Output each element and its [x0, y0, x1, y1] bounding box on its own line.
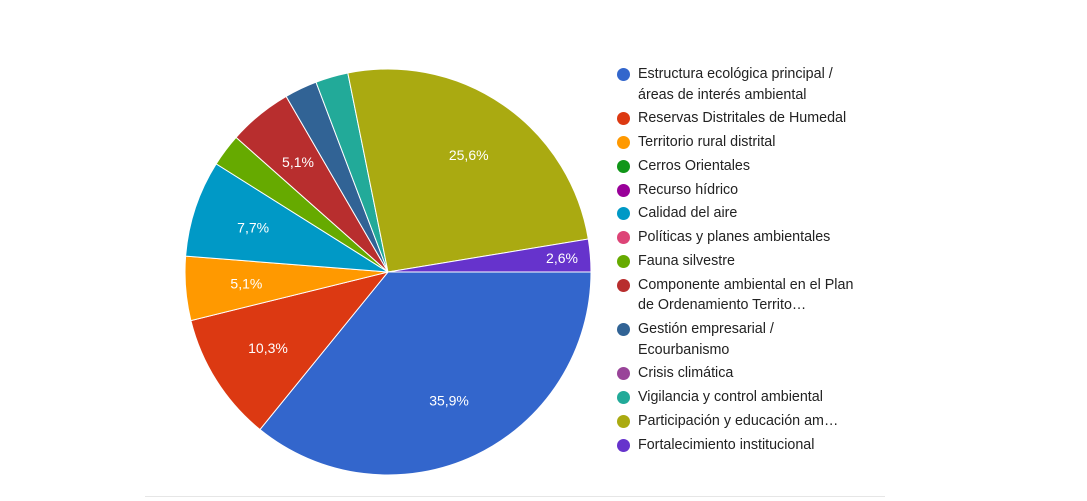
legend-swatch-icon: [617, 183, 630, 197]
legend-item[interactable]: Cerros Orientales: [617, 158, 857, 177]
legend-label: Reservas Distritales de Humedal: [638, 110, 847, 127]
data-label: 2,6%: [546, 250, 578, 266]
legend-swatch-icon: [617, 323, 630, 337]
pie-slice[interactable]: [347, 68, 589, 273]
legend-item[interactable]: Recurso hídrico: [617, 182, 857, 201]
legend-item[interactable]: Reservas Distritales de Humedal: [617, 110, 857, 129]
pie-slice[interactable]: [387, 238, 592, 273]
legend-item[interactable]: Fauna silvestre: [617, 253, 857, 272]
legend-item[interactable]: Gestión empresarial / Ecourbanismo: [617, 321, 857, 360]
legend: Estructura ecológica principal / áreas d…: [617, 66, 857, 461]
data-label: 7,7%: [237, 219, 269, 235]
divider: [145, 496, 885, 497]
legend-swatch-icon: [617, 278, 630, 292]
pie-slice[interactable]: [190, 271, 390, 431]
legend-label: Gestión empresarial / Ecourbanismo: [638, 321, 774, 358]
data-label: 25,6%: [449, 147, 489, 163]
data-label: 5,1%: [230, 276, 262, 292]
legend-label: Participación y educación am…: [638, 413, 839, 430]
legend-swatch-icon: [617, 112, 630, 126]
legend-swatch-icon: [617, 391, 630, 405]
legend-label: Políticas y planes ambientales: [638, 229, 831, 246]
legend-label: Fauna silvestre: [638, 253, 735, 270]
legend-label: Estructura ecológica principal / áreas d…: [638, 66, 833, 103]
legend-swatch-icon: [617, 415, 630, 429]
legend-item[interactable]: Políticas y planes ambientales: [617, 229, 857, 248]
legend-item[interactable]: Fortalecimiento institucional: [617, 437, 857, 456]
legend-label: Fortalecimiento institucional: [638, 436, 815, 453]
data-label: 35,9%: [429, 392, 469, 408]
legend-item[interactable]: Territorio rural distrital: [617, 134, 857, 153]
legend-item[interactable]: Calidad del aire: [617, 205, 857, 224]
legend-item[interactable]: Crisis climática: [617, 365, 857, 384]
legend-swatch-icon: [617, 159, 630, 173]
legend-swatch-icon: [617, 231, 630, 245]
data-label: 10,3%: [248, 340, 288, 356]
legend-swatch-icon: [617, 367, 630, 381]
legend-label: Recurso hídrico: [638, 181, 739, 198]
legend-label: Territorio rural distrital: [638, 134, 776, 151]
legend-item[interactable]: Participación y educación am…: [617, 413, 857, 432]
pie-slice[interactable]: [259, 271, 592, 476]
legend-label: Crisis climática: [638, 365, 734, 382]
data-label: 5,1%: [282, 154, 314, 170]
pie-chart: 35,9% 10,3% 5,1% 7,7% 5,1% 25,6% 2,6%: [184, 68, 592, 476]
legend-item[interactable]: Estructura ecológica principal / áreas d…: [617, 66, 857, 105]
pie-slice[interactable]: [185, 163, 389, 273]
legend-item[interactable]: Vigilancia y control ambiental: [617, 389, 857, 408]
legend-label: Vigilancia y control ambiental: [638, 389, 823, 406]
legend-item[interactable]: Componente ambiental en el Plan de Orden…: [617, 277, 857, 316]
legend-swatch-icon: [617, 207, 630, 221]
legend-label: Calidad del aire: [638, 205, 738, 222]
legend-swatch-icon: [617, 68, 630, 81]
legend-swatch-icon: [617, 136, 630, 150]
legend-label: Cerros Orientales: [638, 157, 751, 174]
legend-swatch-icon: [617, 255, 630, 269]
legend-swatch-icon: [617, 438, 630, 452]
legend-label: Componente ambiental en el Plan de Orden…: [638, 276, 854, 314]
